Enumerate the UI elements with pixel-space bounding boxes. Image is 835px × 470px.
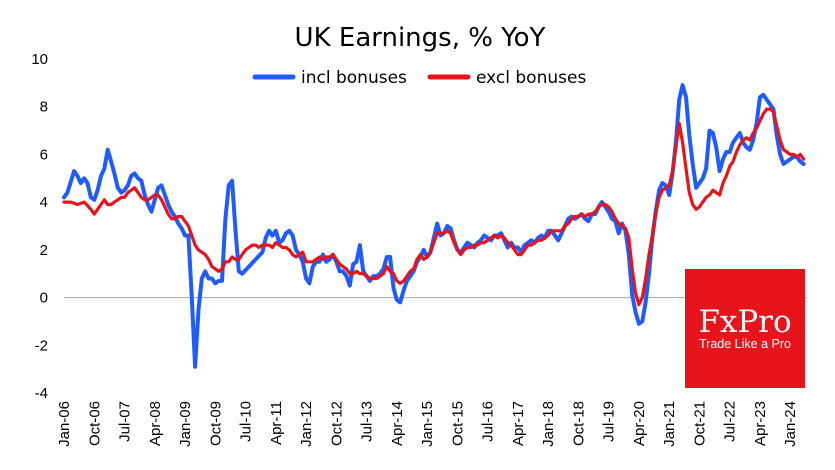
y-axis: -4 -2 0 2 4 6 8 10 bbox=[31, 51, 48, 402]
x-tick-label: Jul-19 bbox=[601, 401, 618, 442]
logo-tagline: Trade Like a Pro bbox=[699, 337, 791, 351]
chart-title: UK Earnings, % YoY bbox=[295, 23, 546, 53]
x-tick-label: Jan-18 bbox=[540, 401, 557, 447]
fxpro-logo: FxPro Trade Like a Pro bbox=[685, 269, 805, 388]
x-tick-label: Jul-22 bbox=[722, 401, 739, 442]
series-group bbox=[62, 83, 806, 369]
y-tick-label: -4 bbox=[35, 385, 48, 402]
x-tick-label: Oct-09 bbox=[207, 401, 224, 446]
series-line-excl-bonuses bbox=[62, 107, 806, 307]
y-tick-label: 2 bbox=[40, 242, 48, 259]
x-tick-label: Apr-11 bbox=[268, 401, 285, 445]
x-tick-label: Apr-20 bbox=[631, 401, 648, 446]
x-tick-label: Oct-21 bbox=[691, 401, 708, 446]
logo-background bbox=[685, 269, 805, 388]
logo-brand: FxPro bbox=[698, 304, 791, 340]
x-axis: Jan-06 Oct-06 Jul-07 Apr-08 Jan-09 Oct-09 Jul-… bbox=[56, 401, 799, 447]
x-tick-label: Jan-15 bbox=[419, 401, 436, 447]
y-tick-label: 4 bbox=[40, 194, 48, 211]
x-tick-label: Apr-14 bbox=[389, 401, 406, 446]
x-tick-label: Oct-06 bbox=[86, 401, 103, 446]
y-tick-label: 6 bbox=[40, 146, 48, 163]
x-tick-label: Jan-24 bbox=[782, 401, 799, 447]
x-tick-label: Oct-12 bbox=[328, 401, 345, 446]
x-tick-label: Jul-16 bbox=[480, 401, 497, 442]
x-tick-label: Jul-07 bbox=[117, 401, 134, 442]
y-tick-label: -2 bbox=[35, 337, 48, 354]
x-tick-label: Oct-15 bbox=[449, 401, 466, 446]
x-tick-label: Jul-13 bbox=[359, 401, 376, 442]
legend-label-excl-bonuses: excl bonuses bbox=[476, 68, 586, 88]
x-tick-label: Jan-12 bbox=[298, 401, 315, 447]
y-tick-label: 0 bbox=[40, 290, 48, 307]
x-tick-label: Jan-06 bbox=[56, 401, 73, 447]
y-tick-label: 10 bbox=[31, 51, 48, 68]
x-tick-label: Apr-08 bbox=[147, 401, 164, 446]
x-tick-label: Jan-21 bbox=[661, 401, 678, 447]
x-tick-label: Apr-23 bbox=[752, 401, 769, 446]
legend-label-incl-bonuses: incl bonuses bbox=[301, 68, 407, 88]
x-tick-label: Jan-09 bbox=[177, 401, 194, 447]
y-tick-label: 8 bbox=[40, 99, 48, 116]
series-line-incl-bonuses bbox=[62, 83, 806, 369]
x-tick-label: Apr-17 bbox=[510, 401, 527, 446]
legend: incl bonuses excl bonuses bbox=[252, 68, 586, 88]
x-tick-label: Oct-18 bbox=[570, 401, 587, 446]
x-tick-label: Jul-10 bbox=[238, 401, 255, 442]
